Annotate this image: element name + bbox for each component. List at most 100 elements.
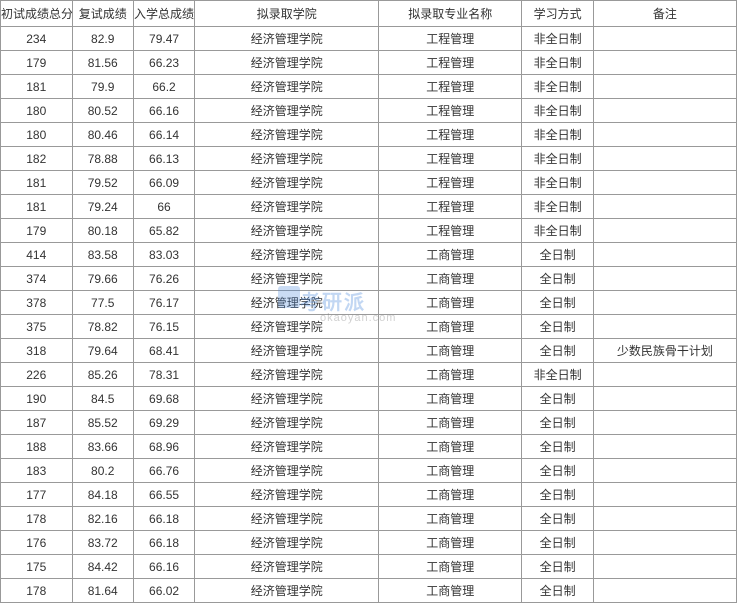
table-cell [593, 51, 736, 75]
column-header: 拟录取专业名称 [379, 1, 522, 27]
table-cell: 76.15 [133, 315, 194, 339]
table-cell: 66.18 [133, 507, 194, 531]
table-cell: 经济管理学院 [195, 555, 379, 579]
table-cell [593, 579, 736, 603]
table-cell: 全日制 [522, 243, 594, 267]
column-header: 备注 [593, 1, 736, 27]
table-cell: 工程管理 [379, 219, 522, 243]
table-row: 17881.6466.02经济管理学院工商管理全日制 [1, 579, 737, 603]
table-row: 18785.5269.29经济管理学院工商管理全日制 [1, 411, 737, 435]
table-body: 23482.979.47经济管理学院工程管理非全日制17981.5666.23经… [1, 27, 737, 603]
table-cell: 经济管理学院 [195, 243, 379, 267]
table-cell: 181 [1, 75, 73, 99]
table-cell [593, 387, 736, 411]
table-cell: 经济管理学院 [195, 75, 379, 99]
table-cell: 工商管理 [379, 483, 522, 507]
table-cell: 全日制 [522, 579, 594, 603]
table-cell: 经济管理学院 [195, 147, 379, 171]
table-cell: 84.42 [72, 555, 133, 579]
table-cell: 79.24 [72, 195, 133, 219]
table-cell [593, 555, 736, 579]
table-cell: 全日制 [522, 267, 594, 291]
table-cell: 84.18 [72, 483, 133, 507]
table-cell: 全日制 [522, 291, 594, 315]
table-cell: 全日制 [522, 459, 594, 483]
table-cell: 非全日制 [522, 147, 594, 171]
table-cell: 工商管理 [379, 459, 522, 483]
column-header: 学习方式 [522, 1, 594, 27]
table-cell: 经济管理学院 [195, 27, 379, 51]
table-cell: 79.52 [72, 171, 133, 195]
table-cell: 非全日制 [522, 171, 594, 195]
table-cell [593, 459, 736, 483]
table-cell [593, 363, 736, 387]
table-cell: 188 [1, 435, 73, 459]
table-cell: 66.16 [133, 555, 194, 579]
table-cell: 非全日制 [522, 75, 594, 99]
table-cell: 工程管理 [379, 171, 522, 195]
table-cell: 66.76 [133, 459, 194, 483]
table-cell: 82.9 [72, 27, 133, 51]
table-cell: 81.56 [72, 51, 133, 75]
table-cell: 83.58 [72, 243, 133, 267]
table-cell: 78.88 [72, 147, 133, 171]
table-cell: 全日制 [522, 531, 594, 555]
table-cell [593, 411, 736, 435]
table-cell: 非全日制 [522, 123, 594, 147]
table-cell: 68.41 [133, 339, 194, 363]
table-cell: 经济管理学院 [195, 483, 379, 507]
table-cell [593, 123, 736, 147]
table-cell: 工商管理 [379, 579, 522, 603]
table-cell: 非全日制 [522, 195, 594, 219]
table-cell: 182 [1, 147, 73, 171]
table-cell: 工商管理 [379, 339, 522, 363]
table-cell: 全日制 [522, 435, 594, 459]
table-row: 22685.2678.31经济管理学院工商管理非全日制 [1, 363, 737, 387]
table-row: 18080.4666.14经济管理学院工程管理非全日制 [1, 123, 737, 147]
table-cell: 85.26 [72, 363, 133, 387]
table-cell [593, 99, 736, 123]
table-cell: 工商管理 [379, 267, 522, 291]
table-cell: 全日制 [522, 507, 594, 531]
column-header: 拟录取学院 [195, 1, 379, 27]
table-cell: 经济管理学院 [195, 51, 379, 75]
table-cell: 82.16 [72, 507, 133, 531]
table-cell: 183 [1, 459, 73, 483]
table-cell: 经济管理学院 [195, 195, 379, 219]
column-header: 初试成绩总分 [1, 1, 73, 27]
table-cell [593, 531, 736, 555]
table-cell: 经济管理学院 [195, 363, 379, 387]
table-cell [593, 195, 736, 219]
table-row: 31879.6468.41经济管理学院工商管理全日制少数民族骨干计划 [1, 339, 737, 363]
table-cell: 全日制 [522, 483, 594, 507]
table-cell: 工商管理 [379, 555, 522, 579]
table-row: 17882.1666.18经济管理学院工商管理全日制 [1, 507, 737, 531]
table-cell: 工商管理 [379, 507, 522, 531]
table-cell: 工商管理 [379, 315, 522, 339]
table-cell: 经济管理学院 [195, 171, 379, 195]
table-cell: 全日制 [522, 315, 594, 339]
admission-table: 初试成绩总分 复试成绩 入学总成绩 拟录取学院 拟录取专业名称 学习方式 备注 … [0, 0, 737, 603]
table-cell [593, 291, 736, 315]
table-cell [593, 267, 736, 291]
table-cell: 179 [1, 51, 73, 75]
table-cell [593, 507, 736, 531]
table-cell [593, 243, 736, 267]
table-cell: 经济管理学院 [195, 459, 379, 483]
table-cell: 83.66 [72, 435, 133, 459]
table-cell: 工商管理 [379, 411, 522, 435]
table-row: 18179.2466经济管理学院工程管理非全日制 [1, 195, 737, 219]
table-cell: 68.96 [133, 435, 194, 459]
table-row: 17683.7266.18经济管理学院工商管理全日制 [1, 531, 737, 555]
table-cell: 69.29 [133, 411, 194, 435]
table-cell [593, 435, 736, 459]
table-cell: 工程管理 [379, 147, 522, 171]
table-cell: 65.82 [133, 219, 194, 243]
table-cell: 全日制 [522, 387, 594, 411]
table-cell: 经济管理学院 [195, 339, 379, 363]
table-row: 41483.5883.03经济管理学院工商管理全日制 [1, 243, 737, 267]
table-cell: 181 [1, 171, 73, 195]
table-cell: 工程管理 [379, 27, 522, 51]
table-cell: 76.26 [133, 267, 194, 291]
table-row: 18380.266.76经济管理学院工商管理全日制 [1, 459, 737, 483]
